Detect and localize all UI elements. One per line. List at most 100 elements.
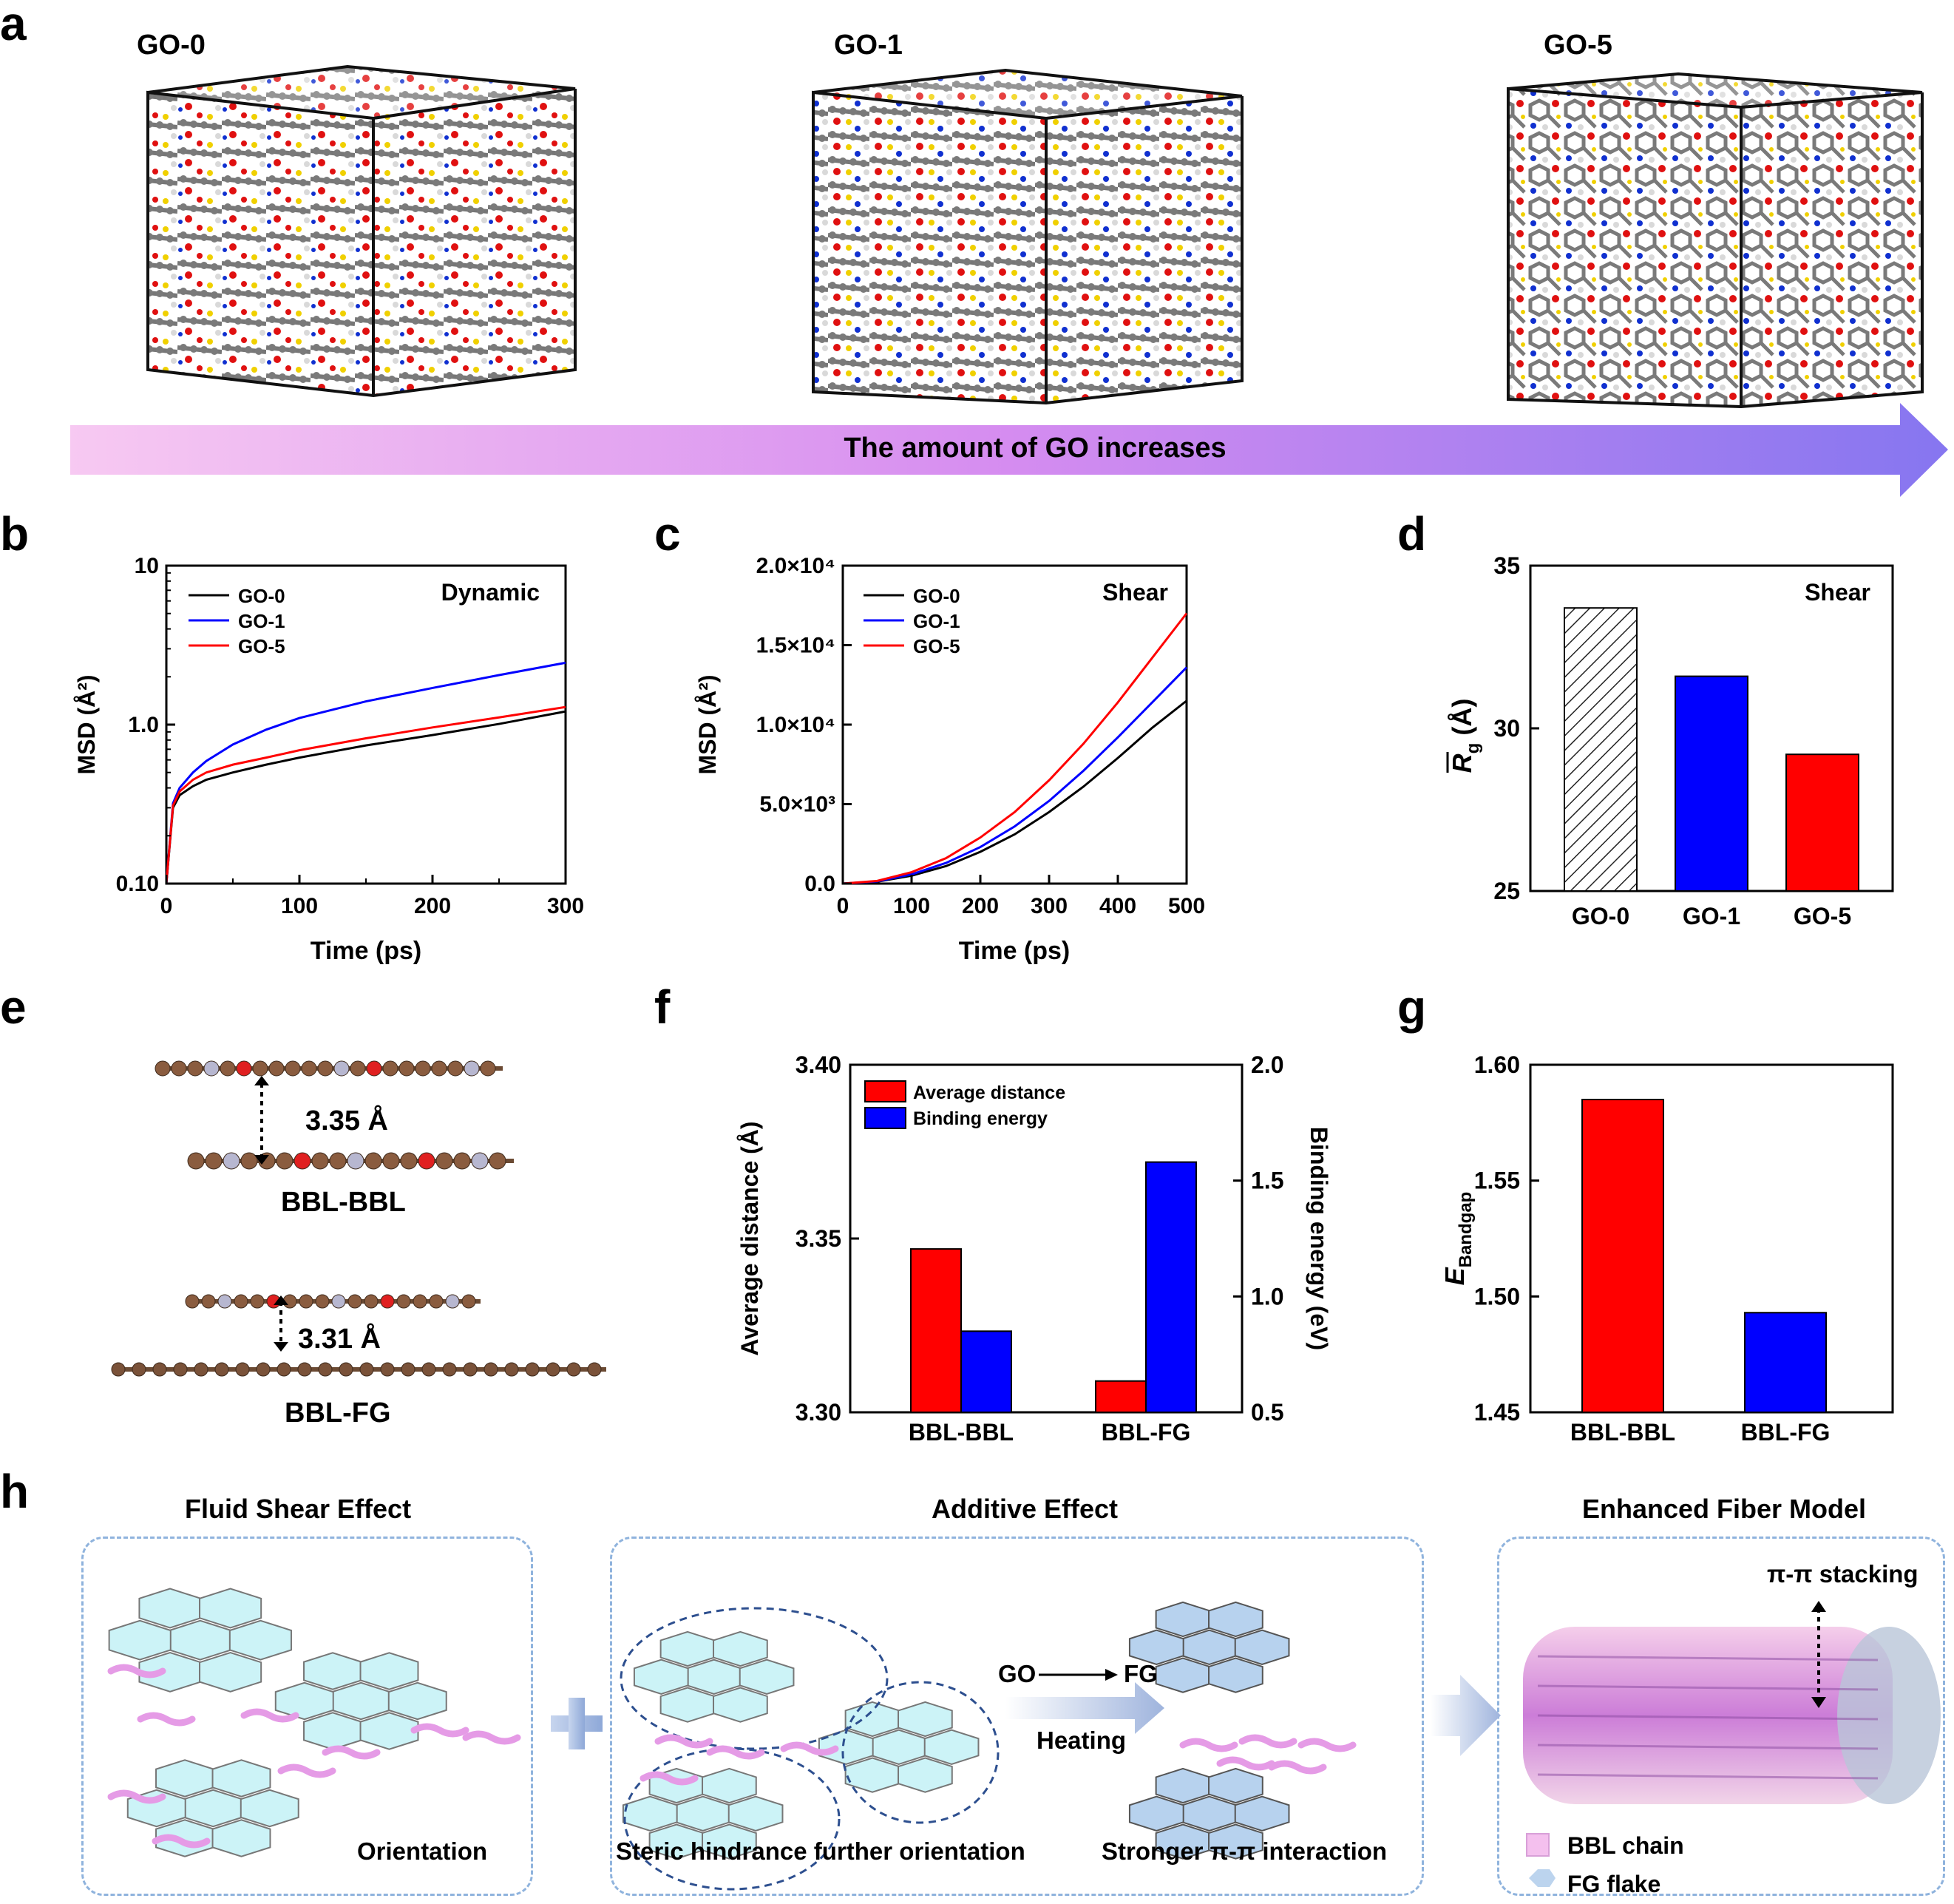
label-fg: FG: [1124, 1660, 1158, 1687]
box-label-go5: GO-5: [1544, 30, 1612, 61]
bbl-chain-shear-4: [410, 1723, 469, 1738]
legend-bbl-swatch: [1526, 1833, 1550, 1857]
chart-b-ytick: 1.0: [128, 713, 159, 737]
chart-b-frame: [165, 564, 567, 885]
label-steric-hindrance: Steric hindrance further orientation: [616, 1837, 1025, 1865]
chart-c-line-go-5: [842, 612, 1188, 885]
chart-f-ytick-right: 1.0: [1251, 1283, 1283, 1310]
chart-f-ytick-left: 3.35: [795, 1225, 841, 1252]
flake-fg-1: [1128, 1601, 1290, 1693]
legend-energy-text: Binding energy: [913, 1108, 1048, 1129]
increase-arrow: [70, 403, 1948, 497]
legend-fg-text: FG flake: [1567, 1871, 1661, 1897]
bbl-chain-fg-2: [1297, 1738, 1357, 1752]
chart-c-ytick: 0.0: [804, 872, 835, 896]
bbl-chain-shear-7: [277, 1764, 336, 1778]
chart-g-bandgap: BBL-BBL BBL-FG 1.45 1.50 1.55 1.60 EBandgap: [1439, 1051, 1894, 1442]
chart-c-xtick: 500: [1168, 894, 1205, 918]
chart-c-legend: GO-0 GO-1 GO-5: [864, 585, 960, 657]
chart-c-xtick: 200: [962, 894, 999, 918]
bbl-chain-shear-8: [462, 1730, 521, 1745]
bbl-chain-fg-0: [1179, 1738, 1238, 1752]
legend-go0-text: GO-0: [238, 585, 285, 607]
bbl-chain-top: [155, 1060, 503, 1077]
bbl-chain-shear-5: [107, 1789, 166, 1804]
legend-go1-text: GO-1: [238, 610, 285, 632]
chart-b-annotation: Dynamic: [441, 579, 540, 606]
label-pi-stacking: π-π stacking: [1767, 1560, 1919, 1588]
legend-go5-text: GO-5: [238, 635, 285, 657]
title-enhanced-fiber: Enhanced Fiber Model: [1582, 1494, 1867, 1524]
chart-f-xtick: BBL-BBL: [909, 1419, 1014, 1442]
label-orientation: Orientation: [357, 1837, 488, 1865]
chart-b-xlabel: Time (ps): [311, 937, 422, 965]
legend-go1-text: GO-1: [913, 610, 960, 632]
chart-b-xtick: 100: [281, 894, 318, 918]
md-simulation-boxes: [70, 64, 1948, 497]
chart-b-xtick: 0: [160, 894, 173, 918]
chart-f-ytick-left: 3.40: [795, 1051, 841, 1078]
legend-distance-swatch: [864, 1080, 906, 1102]
chart-d-bar-go-1: [1675, 675, 1748, 892]
chart-b-xtick: 200: [414, 894, 451, 918]
bbl-chain-additive-2: [780, 1741, 839, 1756]
bbl-chain-additive-0: [654, 1734, 713, 1749]
chart-f-bar-energy-0: [960, 1330, 1012, 1414]
chart-d-ytick: 35: [1493, 552, 1520, 579]
chart-g-bar-bbl-fg: [1744, 1312, 1827, 1413]
chart-g-ytick: 1.60: [1474, 1051, 1520, 1078]
chart-f-bar-energy-1: [1145, 1161, 1197, 1413]
chart-f-ytick-left: 3.30: [795, 1399, 841, 1426]
chart-f-ylabel-right: Binding energy (eV): [1306, 1127, 1332, 1350]
chart-f-ytick-right: 2.0: [1251, 1051, 1283, 1078]
chart-c-xtick: 400: [1099, 894, 1136, 918]
label-bbl-bbl: BBL-BBL: [281, 1187, 406, 1218]
chart-d-xtick: GO-1: [1683, 903, 1740, 929]
panel-label-g: g: [1397, 980, 1427, 1034]
bbl-chain-fg-top: [185, 1294, 481, 1309]
chart-c-ytick: 1.5×10⁴: [756, 634, 835, 658]
chart-g-xtick: BBL-FG: [1741, 1419, 1831, 1442]
distance-bbl-fg: 3.31 Å: [298, 1324, 381, 1355]
chart-f-xtick: BBL-FG: [1102, 1419, 1191, 1442]
chart-f-bar-distance-0: [910, 1248, 962, 1413]
legend-energy-swatch: [864, 1107, 906, 1129]
panel-label-c: c: [654, 507, 681, 560]
chart-b-xtick: 300: [547, 894, 584, 918]
chart-f-ylabel-left: Average distance (Å): [736, 1121, 763, 1355]
panel-label-b: b: [0, 507, 30, 560]
chart-c-ytick: 5.0×10³: [759, 793, 835, 817]
fiber-body: [1523, 1627, 1893, 1804]
bbl-chain-additive-3: [640, 1771, 699, 1786]
chart-f-ytick-right: 0.5: [1251, 1399, 1283, 1426]
legend-bbl-text: BBL chain: [1567, 1832, 1684, 1859]
chart-d-ytick: 25: [1493, 878, 1520, 904]
chart-c-annotation: Shear: [1102, 579, 1168, 606]
chart-d-bar-go-0: [1564, 607, 1638, 892]
bbl-chain-fg-4: [1268, 1760, 1327, 1775]
box-additive: [610, 1537, 1424, 1896]
flake-shear-1: [108, 1588, 292, 1693]
title-additive: Additive Effect: [932, 1494, 1119, 1524]
bbl-chain-fg-3: [1216, 1756, 1275, 1771]
chart-c-xlabel: Time (ps): [959, 937, 1071, 965]
flake-additive-2: [818, 1701, 980, 1793]
chart-b-legend: GO-0 GO-1 GO-5: [189, 585, 285, 657]
chart-c-xtick: 300: [1031, 894, 1068, 918]
bbl-chain-shear-6: [152, 1834, 211, 1849]
bbl-chain-additive-1: [706, 1745, 765, 1760]
bbl-chain-shear-0: [107, 1664, 166, 1678]
chart-d-xtick: GO-5: [1794, 903, 1851, 929]
chart-c-frame: [841, 564, 1188, 885]
chart-g-ytick: 1.55: [1474, 1168, 1520, 1194]
chart-b-line-go-5: [165, 705, 566, 884]
schematic-illustration: [107, 1588, 1941, 1891]
chart-f-ytick-right: 1.5: [1251, 1168, 1283, 1194]
label-heating: Heating: [1037, 1727, 1127, 1754]
legend-distance-text: Average distance: [913, 1083, 1065, 1103]
chart-b-ytick: 10: [135, 554, 159, 578]
box-fluid-shear: [81, 1537, 533, 1896]
chart-d-annotation: Shear: [1805, 579, 1870, 606]
bbl-chain-fg-1: [1238, 1734, 1297, 1749]
chart-d-rg-bars: GO-0 GO-1 GO-5 25 30 35 Shear Rg (Å): [1446, 552, 1894, 929]
